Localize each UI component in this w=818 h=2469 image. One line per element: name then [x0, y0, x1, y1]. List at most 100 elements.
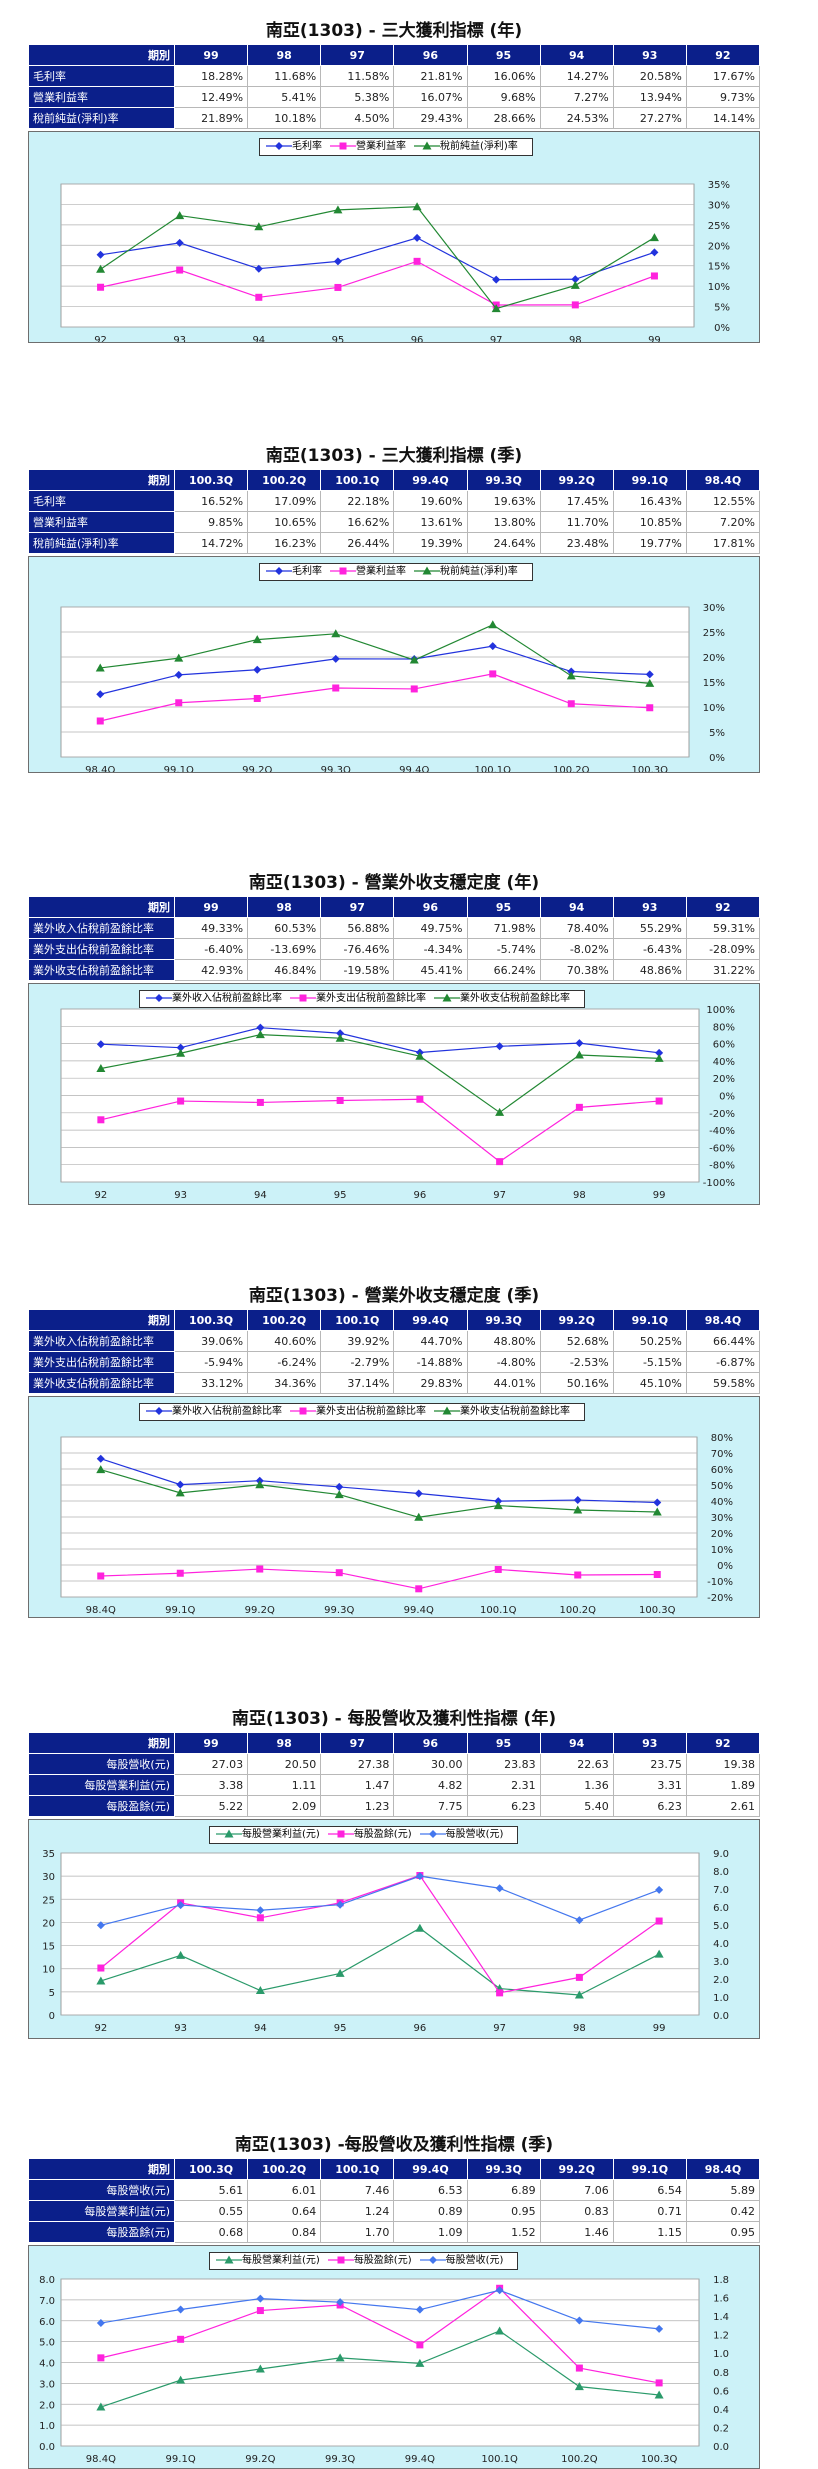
- table-row: 營業利益率 12.49% 5.41% 5.38% 16.07% 9.68% 7.27% 13.…: [28, 86, 761, 108]
- column-header-period: 期別: [28, 469, 175, 491]
- table-cell: 0.89: [393, 2200, 468, 2222]
- y-tick-label: -10%: [707, 1577, 733, 1588]
- table-cell: 1.46: [539, 2221, 614, 2243]
- chart-svg: -20% -10% 0% 10% 20% 30% 40% 50% 60% 70% 80% 98.4Q 9…: [60, 1433, 733, 1616]
- table-cell: 10.18%: [247, 107, 322, 129]
- legend-marker: [275, 142, 283, 150]
- legend-label: 營業利益率: [356, 141, 406, 152]
- x-tick-label: 97: [493, 2023, 506, 2034]
- y-tick-label: 60%: [711, 1465, 733, 1476]
- row-label: 業外支出佔稅前盈餘比率: [28, 1351, 175, 1373]
- data-point: [335, 1968, 345, 1977]
- x-tick-label: 99.2Q: [242, 765, 272, 772]
- row-label: 每股營業利益(元): [28, 2200, 175, 2222]
- legend-label: 業外收支佔稅前盈餘比率: [460, 993, 570, 1004]
- legend-swatch-icon: [290, 1407, 316, 1415]
- x-tick-label: 100.3Q: [632, 765, 669, 772]
- table-cell: 59.58%: [685, 1372, 761, 1394]
- table-cell: 0.83: [539, 2200, 614, 2222]
- table-row: 業外收入佔稅前盈餘比率 49.33% 60.53% 56.88% 49.75% 71.98…: [28, 917, 761, 939]
- y-tick-label: 100%: [706, 1005, 735, 1016]
- chart-legend: 業外收入佔稅前盈餘比率 業外支出佔稅前盈餘比率 業外收支佔稅前盈餘比率: [139, 990, 585, 1008]
- data-point: [415, 2305, 424, 2314]
- table-cell: 1.23: [320, 1795, 395, 1817]
- x-tick-label: 94: [254, 1190, 267, 1201]
- x-tick-label: 98.4Q: [85, 765, 115, 772]
- legend-item: 毛利率: [266, 564, 322, 580]
- data-point: [97, 2354, 105, 2362]
- section-title: 南亞(1303) - 營業外收支穩定度 (年): [248, 873, 540, 893]
- y-tick-label: 30%: [711, 1513, 733, 1524]
- data-point: [335, 1482, 344, 1491]
- data-point: [175, 699, 183, 707]
- table-cell: -2.79%: [320, 1351, 395, 1373]
- data-point: [96, 690, 105, 699]
- column-header: 100.2Q: [247, 469, 322, 491]
- x-tick-label: 95: [332, 335, 345, 342]
- y-tick-label: -80%: [709, 1161, 735, 1172]
- y-tick-label: 30: [42, 1872, 55, 1883]
- data-point: [331, 629, 341, 638]
- chart-svg: 0 5 10 15 20 25 30 35 0.0 1.0 2.0 3.0 4.0 5.0 6.0 7.0 8.…: [42, 1849, 729, 2034]
- data-point: [255, 1030, 265, 1039]
- row-label: 毛利率: [28, 65, 175, 87]
- data-point: [96, 2402, 106, 2411]
- table-cell: 22.63: [539, 1753, 614, 1775]
- table-cell: 60.53%: [247, 917, 322, 939]
- legend-swatch-icon: [216, 2255, 242, 2264]
- legend-label: 業外收支佔稅前盈餘比率: [460, 1406, 570, 1417]
- data-point: [256, 2294, 265, 2303]
- y2-tick-label: 2.0: [713, 1975, 729, 1986]
- y-tick-label: -20%: [709, 1109, 735, 1120]
- table-cell: 0.71: [612, 2200, 687, 2222]
- data-point: [96, 1040, 105, 1049]
- section-title: 南亞(1303) - 營業外收支穩定度 (季): [248, 1286, 540, 1306]
- row-label: 每股營收(元): [28, 2179, 175, 2201]
- table-cell: -6.87%: [685, 1351, 761, 1373]
- legend-label: 每股營收(元): [445, 1829, 504, 1840]
- data-point: [495, 2326, 505, 2335]
- table-cell: 3.31: [612, 1774, 687, 1796]
- table-cell: 44.70%: [393, 1330, 468, 1352]
- data-point: [335, 1033, 345, 1042]
- table-cell: 29.83%: [393, 1372, 468, 1394]
- data-point: [495, 2286, 504, 2295]
- legend-marker: [155, 994, 163, 1002]
- table-cell: 1.11: [247, 1774, 322, 1796]
- data-point: [654, 1949, 664, 1958]
- x-tick-label: 97: [493, 1190, 506, 1201]
- data-point: [655, 1885, 664, 1894]
- data-point: [97, 1572, 105, 1580]
- table-cell: 24.64%: [466, 532, 541, 554]
- table-cell: 34.36%: [247, 1372, 322, 1394]
- table-row: 業外支出佔稅前盈餘比率 -6.40% -13.69% -76.46% -4.34% -5.…: [28, 938, 761, 960]
- data-point: [567, 700, 575, 708]
- table-cell: 6.89: [466, 2179, 541, 2201]
- data-point: [96, 1465, 106, 1474]
- legend-item: 業外收入佔稅前盈餘比率: [146, 1404, 282, 1420]
- legend-swatch-icon: [330, 142, 356, 150]
- x-tick-label: 99.3Q: [325, 2454, 355, 2465]
- table-cell: 27.03: [173, 1753, 249, 1775]
- y2-tick-label: 0.6: [713, 2386, 729, 2397]
- column-header: 98.4Q: [685, 469, 761, 491]
- column-header: 98: [247, 44, 322, 66]
- row-label: 營業利益率: [28, 86, 175, 108]
- table-cell: 5.89: [685, 2179, 761, 2201]
- row-label: 業外收支佔稅前盈餘比率: [28, 959, 175, 981]
- data-point: [573, 1496, 582, 1505]
- table-cell: 27.38: [320, 1753, 395, 1775]
- data-point: [410, 685, 418, 693]
- x-tick-label: 94: [254, 2023, 267, 2034]
- row-label: 業外支出佔稅前盈餘比率: [28, 938, 175, 960]
- column-header: 99.3Q: [466, 469, 541, 491]
- data-point: [256, 2307, 264, 2315]
- table-cell: 28.66%: [466, 107, 541, 129]
- legend-swatch-icon: [419, 1830, 446, 1838]
- table-cell: 1.70: [320, 2221, 395, 2243]
- data-point: [414, 1512, 424, 1521]
- series-line: [100, 1927, 660, 1996]
- report-section: 南亞(1303) - 營業外收支穩定度 (季) 期別 100.3Q 100.2Q 100…: [28, 1283, 761, 1618]
- table-row: 毛利率 18.28% 11.68% 11.58% 21.81% 16.06% 14.27% 2…: [28, 65, 761, 87]
- data-point: [176, 1901, 185, 1910]
